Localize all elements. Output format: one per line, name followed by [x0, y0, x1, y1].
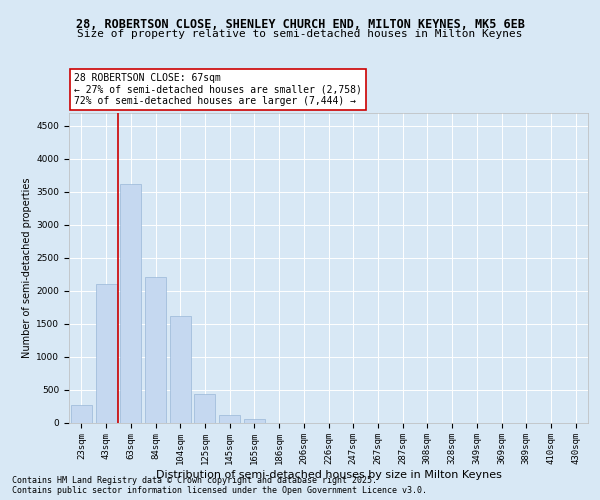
Text: 28 ROBERTSON CLOSE: 67sqm
← 27% of semi-detached houses are smaller (2,758)
72% : 28 ROBERTSON CLOSE: 67sqm ← 27% of semi-… [74, 73, 362, 106]
Bar [71, 404, 92, 422]
Bar [120, 184, 141, 422]
X-axis label: Distribution of semi-detached houses by size in Milton Keynes: Distribution of semi-detached houses by … [155, 470, 502, 480]
Y-axis label: Number of semi-detached properties: Number of semi-detached properties [22, 178, 32, 358]
Text: Size of property relative to semi-detached houses in Milton Keynes: Size of property relative to semi-detach… [77, 29, 523, 39]
Text: 28, ROBERTSON CLOSE, SHENLEY CHURCH END, MILTON KEYNES, MK5 6EB: 28, ROBERTSON CLOSE, SHENLEY CHURCH END,… [76, 18, 524, 30]
Text: Contains HM Land Registry data © Crown copyright and database right 2025.
Contai: Contains HM Land Registry data © Crown c… [12, 476, 427, 495]
Bar [244, 419, 265, 422]
Bar [170, 316, 191, 422]
Bar [219, 415, 240, 422]
Bar [145, 278, 166, 422]
Bar [95, 284, 116, 422]
Bar [194, 394, 215, 422]
